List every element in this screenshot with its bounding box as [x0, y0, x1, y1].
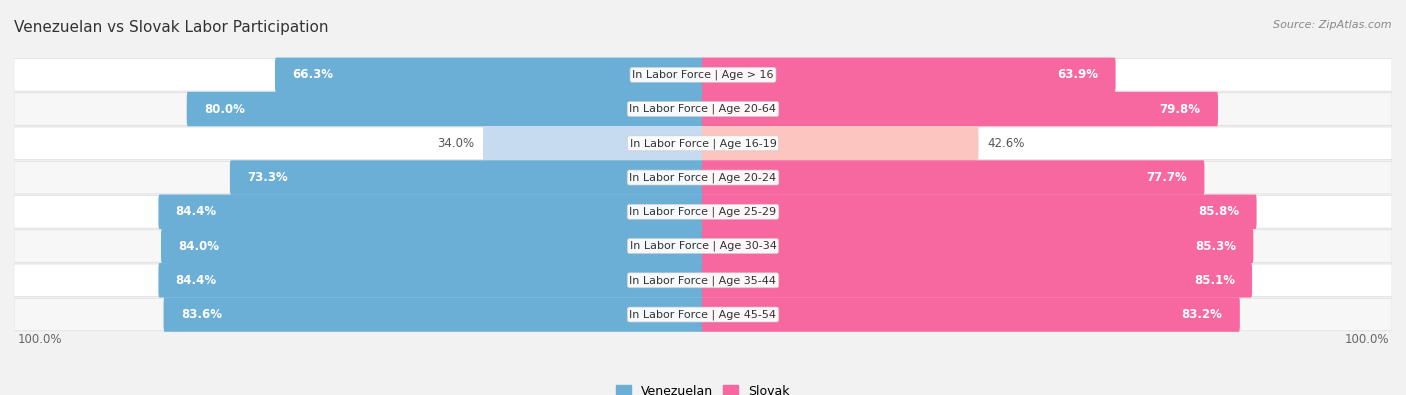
Text: 42.6%: 42.6% [987, 137, 1025, 150]
FancyBboxPatch shape [702, 195, 1257, 229]
FancyBboxPatch shape [14, 58, 1392, 91]
Text: 83.2%: 83.2% [1181, 308, 1223, 321]
FancyBboxPatch shape [702, 160, 1205, 195]
FancyBboxPatch shape [159, 263, 704, 297]
FancyBboxPatch shape [702, 229, 1253, 263]
FancyBboxPatch shape [163, 297, 704, 332]
Text: 85.8%: 85.8% [1198, 205, 1239, 218]
Text: 34.0%: 34.0% [437, 137, 474, 150]
Text: In Labor Force | Age > 16: In Labor Force | Age > 16 [633, 70, 773, 80]
FancyBboxPatch shape [14, 161, 1392, 194]
Text: In Labor Force | Age 30-34: In Labor Force | Age 30-34 [630, 241, 776, 251]
FancyBboxPatch shape [14, 264, 1392, 297]
FancyBboxPatch shape [14, 127, 1392, 160]
Text: 80.0%: 80.0% [204, 103, 245, 116]
FancyBboxPatch shape [14, 196, 1392, 228]
Text: 83.6%: 83.6% [181, 308, 222, 321]
FancyBboxPatch shape [159, 195, 704, 229]
FancyBboxPatch shape [482, 126, 704, 160]
Text: In Labor Force | Age 25-29: In Labor Force | Age 25-29 [630, 207, 776, 217]
FancyBboxPatch shape [231, 160, 704, 195]
Text: In Labor Force | Age 20-64: In Labor Force | Age 20-64 [630, 104, 776, 114]
Text: Venezuelan vs Slovak Labor Participation: Venezuelan vs Slovak Labor Participation [14, 20, 329, 35]
Text: In Labor Force | Age 45-54: In Labor Force | Age 45-54 [630, 309, 776, 320]
Text: 73.3%: 73.3% [247, 171, 288, 184]
Text: In Labor Force | Age 16-19: In Labor Force | Age 16-19 [630, 138, 776, 149]
Text: Source: ZipAtlas.com: Source: ZipAtlas.com [1274, 20, 1392, 30]
Text: 100.0%: 100.0% [17, 333, 62, 346]
Text: 100.0%: 100.0% [1344, 333, 1389, 346]
Text: 84.0%: 84.0% [179, 239, 219, 252]
Text: 77.7%: 77.7% [1146, 171, 1187, 184]
FancyBboxPatch shape [702, 263, 1253, 297]
FancyBboxPatch shape [702, 58, 1115, 92]
Text: 79.8%: 79.8% [1160, 103, 1201, 116]
FancyBboxPatch shape [702, 297, 1240, 332]
FancyBboxPatch shape [14, 230, 1392, 262]
Text: 85.3%: 85.3% [1195, 239, 1236, 252]
Text: 85.1%: 85.1% [1194, 274, 1234, 287]
FancyBboxPatch shape [702, 126, 979, 160]
FancyBboxPatch shape [14, 93, 1392, 125]
FancyBboxPatch shape [162, 229, 704, 263]
Text: In Labor Force | Age 35-44: In Labor Force | Age 35-44 [630, 275, 776, 286]
Text: 66.3%: 66.3% [292, 68, 333, 81]
Text: In Labor Force | Age 20-24: In Labor Force | Age 20-24 [630, 172, 776, 183]
FancyBboxPatch shape [14, 298, 1392, 331]
Text: 63.9%: 63.9% [1057, 68, 1098, 81]
Legend: Venezuelan, Slovak: Venezuelan, Slovak [612, 380, 794, 395]
Text: 84.4%: 84.4% [176, 274, 217, 287]
FancyBboxPatch shape [187, 92, 704, 126]
FancyBboxPatch shape [276, 58, 704, 92]
Text: 84.4%: 84.4% [176, 205, 217, 218]
FancyBboxPatch shape [702, 92, 1218, 126]
